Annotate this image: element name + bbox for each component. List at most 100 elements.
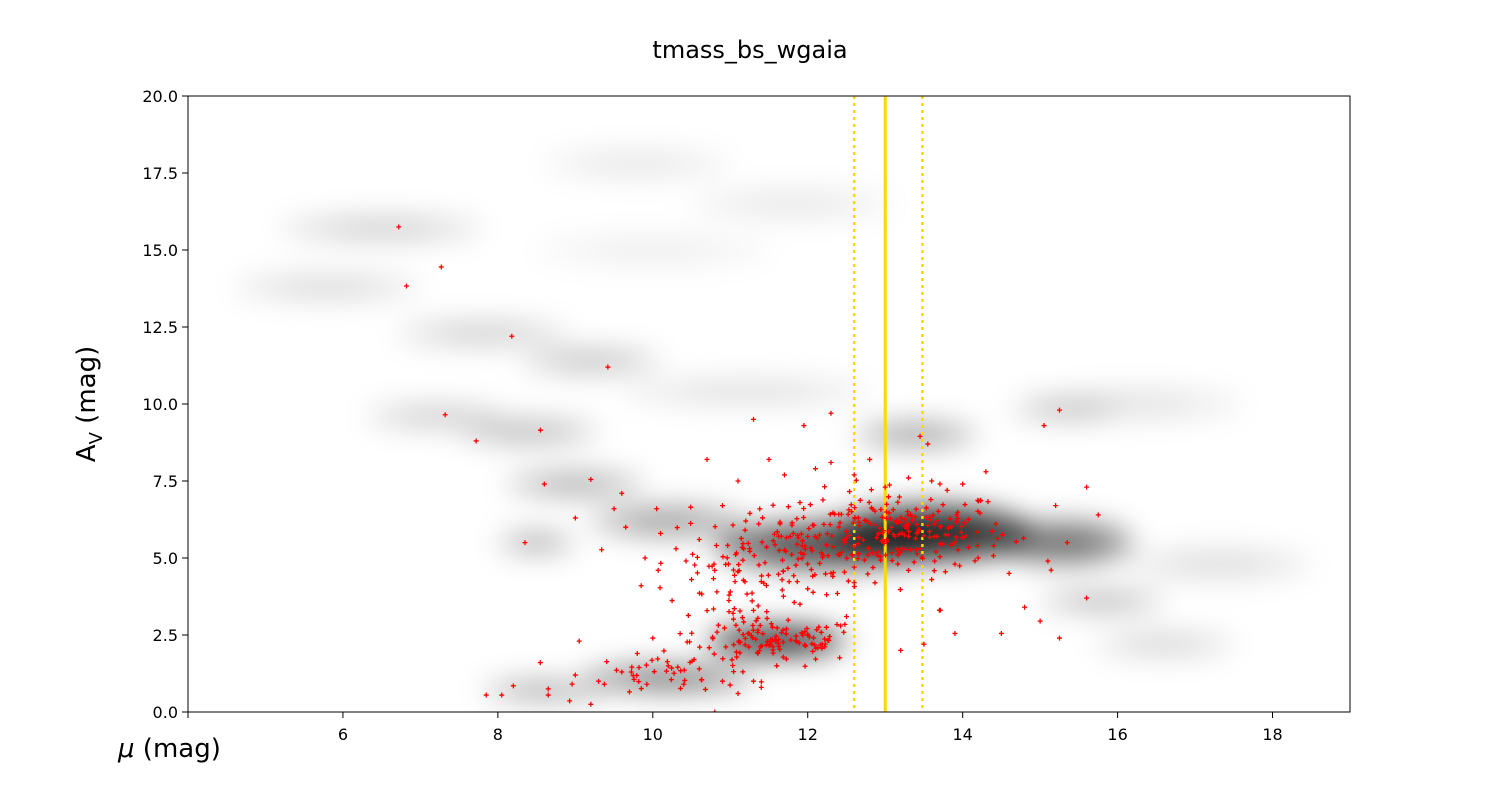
scatter-point	[403, 283, 409, 289]
density-core	[677, 384, 814, 399]
scatter-point	[828, 570, 834, 576]
scatter-point	[741, 619, 747, 625]
scatter-point	[955, 547, 961, 553]
scatter-point	[758, 684, 764, 690]
scatter-point	[921, 533, 927, 539]
scatter-point	[697, 590, 703, 596]
scatter-point	[709, 563, 715, 569]
scatter-point	[797, 601, 803, 607]
scatter-point	[755, 603, 761, 609]
scatter-point	[743, 518, 749, 524]
scatter-point	[740, 631, 746, 637]
scatter-point	[834, 622, 840, 628]
scatter-point	[783, 631, 789, 637]
scatter-point	[953, 534, 959, 540]
scatter-point	[689, 577, 695, 583]
scatter-point	[843, 614, 849, 620]
scatter-point	[741, 546, 747, 552]
scatter-point	[925, 522, 931, 528]
scatter-point	[761, 580, 767, 586]
scatter-point	[740, 541, 746, 547]
x-axis-label: μ (mag)	[117, 734, 221, 764]
scatter-point	[758, 679, 764, 685]
scatter-point	[689, 630, 695, 636]
scatter-point	[572, 672, 578, 678]
scatter-point	[817, 532, 823, 538]
y-axis: 0.0 2.5 5.0 7.5 10.0 12.5 15.0 17.5 20.0	[142, 87, 188, 722]
scatter-point	[768, 621, 774, 627]
scatter-point	[731, 642, 737, 648]
scatter-point	[899, 530, 905, 536]
density-core	[621, 671, 716, 685]
scatter-point	[673, 546, 679, 552]
scatter-point	[822, 484, 828, 490]
scatter-point	[711, 606, 717, 612]
scatter-point	[897, 587, 903, 593]
scatter-point	[737, 639, 743, 645]
scatter-point	[649, 657, 655, 663]
scatter-point	[541, 481, 547, 487]
scatter-point	[928, 497, 934, 503]
scatter-point	[713, 542, 719, 548]
scatter-point	[733, 622, 739, 628]
scatter-point	[537, 427, 543, 433]
scatter-point	[877, 525, 883, 531]
scatter-point	[794, 532, 800, 538]
x-tick-label: 16	[1107, 725, 1127, 744]
scatter-point	[674, 525, 680, 531]
scatter-point	[774, 529, 780, 535]
scatter-point	[905, 509, 911, 515]
scatter-point	[712, 567, 718, 573]
scatter-point	[937, 481, 943, 487]
scatter-point	[737, 650, 743, 656]
scatter-point	[804, 626, 810, 632]
scatter-point	[569, 681, 575, 687]
scatter-point	[872, 580, 878, 586]
scatter-point	[866, 499, 872, 505]
scatter-point	[878, 506, 884, 512]
scatter-point	[879, 537, 885, 543]
scatter-point	[794, 516, 800, 522]
scatter-point	[786, 579, 792, 585]
scatter-point	[664, 659, 670, 665]
scatter-point	[828, 460, 834, 466]
scatter-point	[687, 659, 693, 665]
scatter-point	[694, 554, 700, 560]
scatter-point	[1048, 567, 1054, 573]
scatter-point	[1057, 635, 1062, 641]
scatter-point	[867, 521, 873, 527]
scatter-point	[696, 537, 702, 543]
scatter-point	[727, 589, 733, 595]
scatter-point	[740, 557, 746, 563]
scatter-point	[751, 607, 757, 613]
scatter-point	[762, 560, 768, 566]
scatter-point	[734, 654, 740, 660]
scatter-point	[794, 579, 800, 585]
scatter-point	[856, 534, 862, 540]
scatter-point	[677, 631, 683, 637]
scatter-point	[1084, 595, 1090, 601]
scatter-point	[735, 569, 741, 575]
scatter-point	[712, 709, 718, 712]
scatter-point	[724, 555, 730, 561]
scatter-point	[853, 477, 859, 483]
scatter-point	[669, 598, 675, 604]
scatter-point	[751, 678, 757, 684]
scatter-point	[880, 528, 886, 534]
scatter-point	[1041, 423, 1047, 429]
y-tick-label: 12.5	[142, 318, 178, 337]
density-core	[490, 424, 568, 439]
scatter-point	[914, 551, 920, 557]
scatter-point	[902, 516, 908, 522]
scatter-point	[864, 518, 870, 524]
scatter-point	[757, 622, 763, 628]
scatter-point	[720, 554, 726, 560]
scatter-point	[985, 499, 991, 505]
scatter-point	[572, 515, 578, 521]
scatter-point	[751, 416, 757, 422]
scatter-point	[776, 643, 782, 649]
scatter-point	[805, 586, 811, 592]
scatter-point	[856, 523, 862, 529]
scatter-point	[916, 528, 922, 534]
scatter-point	[869, 550, 875, 556]
